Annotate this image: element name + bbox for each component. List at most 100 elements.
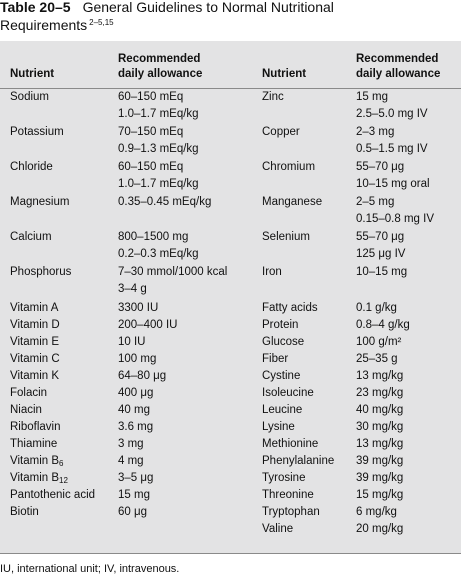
right-nutrient-allowance: 23 mg/kg xyxy=(356,387,404,399)
right-nutrient-allowance: 2.5–5.0 mg IV xyxy=(356,108,428,120)
header-rda-right-line1: Recommended xyxy=(356,53,439,65)
right-nutrient-allowance: 0.1 g/kg xyxy=(356,302,397,314)
right-nutrient-allowance: 25–35 g xyxy=(356,353,398,365)
left-nutrient-allowance: 70–150 mEq xyxy=(118,126,184,138)
right-nutrient-allowance: 0.15–0.8 mg IV xyxy=(356,213,434,225)
table-footnote: IU, international unit; IV, intravenous. xyxy=(0,563,180,575)
left-nutrient-name: Vitamin A xyxy=(10,302,59,314)
right-nutrient-allowance: 0.8–4 g/kg xyxy=(356,319,410,331)
right-nutrient-name: Tryptophan xyxy=(262,506,320,518)
right-nutrient-name: Threonine xyxy=(262,489,314,501)
left-nutrient-allowance: 0.9–1.3 mEq/kg xyxy=(118,143,199,155)
header-rda-left-line2: daily allowance xyxy=(118,68,203,80)
right-nutrient-allowance: 39 mg/kg xyxy=(356,455,404,467)
left-nutrient-name: Pantothenic acid xyxy=(10,489,96,501)
right-nutrient-name: Protein xyxy=(262,319,299,331)
left-nutrient-allowance: 60 μg xyxy=(118,506,148,518)
left-nutrient-name: Vitamin D xyxy=(10,319,60,331)
right-nutrient-allowance: 100 g/m² xyxy=(356,336,402,348)
left-nutrient-allowance: 400 μg xyxy=(118,387,154,399)
right-nutrient-name: Tyrosine xyxy=(262,472,306,484)
right-nutrient-name: Leucine xyxy=(262,404,303,416)
right-nutrient-name: Manganese xyxy=(262,196,323,208)
right-nutrient-allowance: 20 mg/kg xyxy=(356,523,404,535)
right-nutrient-allowance: 10–15 mg oral xyxy=(356,178,430,190)
right-nutrient-name: Zinc xyxy=(262,91,284,103)
left-nutrient-allowance: 10 IU xyxy=(118,336,146,348)
left-nutrient-allowance: 40 mg xyxy=(118,404,150,416)
right-nutrient-allowance: 125 μg IV xyxy=(356,248,406,260)
table-title-line2: Requirements 2–5,15 xyxy=(0,15,461,33)
table-title: Table 20–5 General Guidelines to Normal N… xyxy=(0,0,461,33)
left-nutrient-name: Folacin xyxy=(10,387,48,399)
left-nutrient-allowance: 4 mg xyxy=(118,455,144,467)
right-nutrient-allowance: 10–15 mg xyxy=(356,266,408,278)
right-nutrient-name: Valine xyxy=(262,523,294,535)
left-nutrient-allowance: 3 mg xyxy=(118,438,144,450)
left-nutrient-allowance: 100 mg xyxy=(118,353,157,365)
left-nutrient-allowance: 0.2–0.3 mEq/kg xyxy=(118,248,199,260)
right-nutrient-allowance: 30 mg/kg xyxy=(356,421,404,433)
header-divider xyxy=(0,88,461,89)
nutrition-table: Nutrient Recommended daily allowance Nut… xyxy=(0,41,461,554)
header-nutrient-left: Nutrient xyxy=(10,68,55,80)
right-nutrient-name: Glucose xyxy=(262,336,305,348)
right-nutrient-allowance: 40 mg/kg xyxy=(356,404,404,416)
left-nutrient-allowance: 60–150 mEq xyxy=(118,91,184,103)
right-nutrient-name: Fatty acids xyxy=(262,302,318,314)
right-nutrient-name: Copper xyxy=(262,126,300,138)
left-nutrient-allowance: 0.35–0.45 mEq/kg xyxy=(118,196,212,208)
right-nutrient-allowance: 15 mg xyxy=(356,91,388,103)
left-nutrient-allowance: 1.0–1.7 mEq/kg xyxy=(118,178,199,190)
left-nutrient-name: Niacin xyxy=(10,404,42,416)
table-title-line1: Table 20–5 General Guidelines to Normal N… xyxy=(0,0,461,15)
left-nutrient-allowance: 1.0–1.7 mEq/kg xyxy=(118,108,199,120)
header-rda-right-line2: daily allowance xyxy=(356,68,441,80)
left-nutrient-allowance: 60–150 mEq xyxy=(118,161,184,173)
left-nutrient-name: Magnesium xyxy=(10,196,70,208)
left-nutrient-name: Riboflavin xyxy=(10,421,61,433)
right-nutrient-allowance: 55–70 μg xyxy=(356,161,405,173)
right-nutrient-allowance: 13 mg/kg xyxy=(356,370,404,382)
header-nutrient-right: Nutrient xyxy=(262,68,307,80)
left-nutrient-name: Biotin xyxy=(10,506,39,518)
left-nutrient-allowance: 64–80 μg xyxy=(118,370,167,382)
left-nutrient-name: Potassium xyxy=(10,126,64,138)
right-nutrient-name: Methionine xyxy=(262,438,319,450)
left-nutrient-name: Vitamin B12 xyxy=(10,472,68,485)
right-nutrient-allowance: 6 mg/kg xyxy=(356,506,397,518)
subscript: 6 xyxy=(59,459,64,468)
left-nutrient-allowance: 15 mg xyxy=(118,489,150,501)
left-nutrient-name: Vitamin C xyxy=(10,353,60,365)
table-title-references: 2–5,15 xyxy=(89,18,114,27)
table-title-text: General Guidelines to Normal Nutritional xyxy=(82,0,334,15)
header-rda-left-line1: Recommended xyxy=(118,53,201,65)
right-nutrient-allowance: 39 mg/kg xyxy=(356,472,404,484)
right-nutrient-name: Lysine xyxy=(262,421,295,433)
table-title-text-2: Requirements xyxy=(0,17,88,33)
table-number: Table 20–5 xyxy=(0,0,71,15)
left-nutrient-allowance: 3300 IU xyxy=(118,302,159,314)
right-nutrient-name: Iron xyxy=(262,266,282,278)
left-nutrient-name: Thiamine xyxy=(10,438,58,450)
right-nutrient-name: Phenylalanine xyxy=(262,455,335,467)
right-nutrient-name: Fiber xyxy=(262,353,289,365)
left-nutrient-name: Vitamin E xyxy=(10,336,60,348)
left-nutrient-allowance: 800–1500 mg xyxy=(118,231,189,243)
left-nutrient-allowance: 3–4 g xyxy=(118,283,147,295)
right-nutrient-allowance: 13 mg/kg xyxy=(356,438,404,450)
left-nutrient-allowance: 7–30 mmol/1000 kcal xyxy=(118,266,228,278)
right-nutrient-allowance: 0.5–1.5 mg IV xyxy=(356,143,428,155)
right-nutrient-allowance: 15 mg/kg xyxy=(356,489,404,501)
right-nutrient-allowance: 2–5 mg xyxy=(356,196,395,208)
left-nutrient-allowance: 3.6 mg xyxy=(118,421,154,433)
right-nutrient-name: Selenium xyxy=(262,231,310,243)
left-nutrient-allowance: 3–5 μg xyxy=(118,472,154,484)
left-nutrient-allowance: 200–400 IU xyxy=(118,319,178,331)
subscript: 12 xyxy=(59,476,68,485)
right-nutrient-name: Isoleucine xyxy=(262,387,314,399)
left-nutrient-name: Chloride xyxy=(10,161,53,173)
right-nutrient-allowance: 2–3 mg xyxy=(356,126,395,138)
right-nutrient-name: Cystine xyxy=(262,370,301,382)
left-nutrient-name: Vitamin B6 xyxy=(10,455,64,468)
